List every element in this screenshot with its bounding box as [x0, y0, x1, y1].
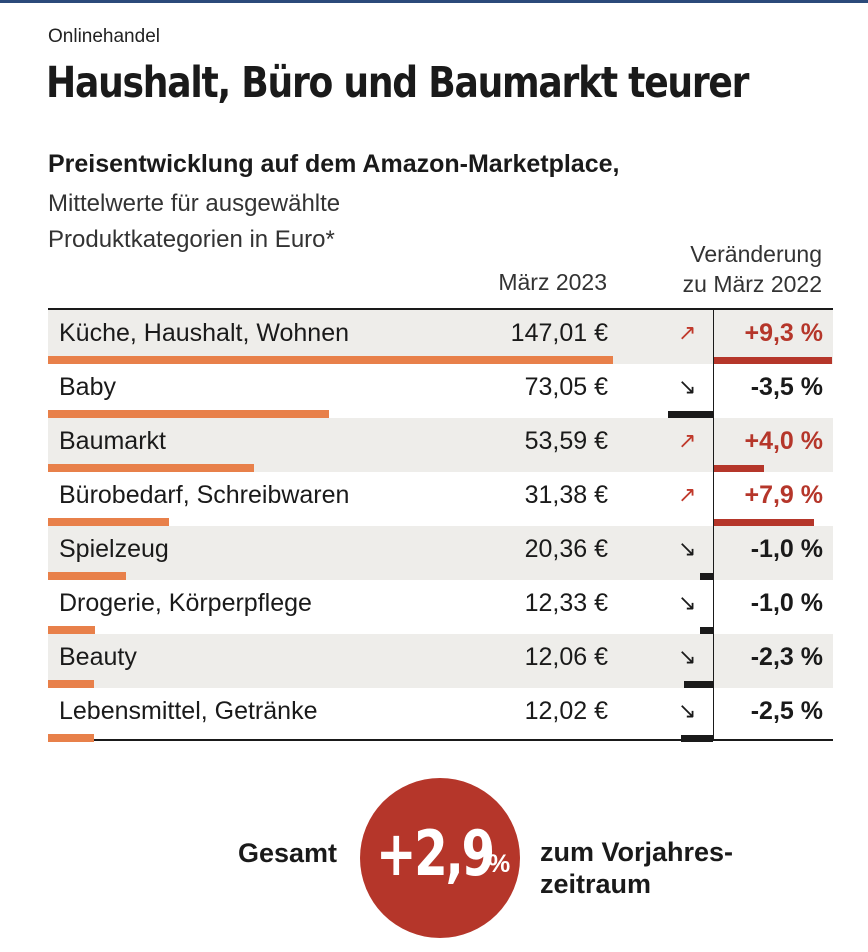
total-value: +2,9 [375, 817, 495, 890]
chart-description: Mittelwerte für ausgewählte Produktkateg… [48, 186, 340, 258]
description-line: Produktkategorien in Euro* [48, 226, 335, 253]
price-bar [48, 410, 329, 418]
price-value: 12,33 € [524, 589, 608, 617]
price-value: 12,06 € [524, 643, 608, 671]
arrow-down-icon: ↘ [678, 374, 697, 399]
total-description-line: zum Vorjahres- [540, 837, 734, 867]
column-header-price: März 2023 [498, 269, 607, 295]
price-value: 12,02 € [524, 697, 608, 725]
total-description: zum Vorjahres- zeitraum [540, 836, 733, 900]
arrow-down-icon: ↘ [678, 536, 697, 561]
change-bar [713, 519, 814, 526]
chart-title: Haushalt, Büro und Baumarkt teurer [46, 58, 749, 108]
arrow-up-icon: ↗ [678, 428, 697, 453]
price-bar [48, 680, 94, 688]
category-label: Baby [59, 373, 116, 401]
price-value: 73,05 € [524, 373, 608, 401]
total-description-line: zeitraum [540, 869, 652, 899]
total-circle: +2,9 % [360, 778, 520, 938]
category-label: Baumarkt [59, 427, 166, 455]
table-row: Küche, Haushalt, Wohnen 147,01 € ↗ +9,3 % [48, 310, 833, 364]
change-value: +9,3 % [744, 319, 823, 347]
change-bar [700, 627, 713, 634]
arrow-down-icon: ↘ [678, 698, 697, 723]
change-bar [700, 573, 713, 580]
chart-subtitle: Preisentwicklung auf dem Amazon-Marketpl… [48, 150, 620, 178]
table-top-rule [48, 308, 833, 310]
change-baseline [713, 310, 714, 739]
price-bar [48, 572, 126, 580]
kicker: Onlinehandel [48, 26, 160, 47]
total-label: Gesamt [238, 838, 338, 868]
price-value: 31,38 € [524, 481, 608, 509]
table-row: Spielzeug 20,36 € ↘ -1,0 % [48, 526, 833, 580]
table-row: Bürobedarf, Schreibwaren 31,38 € ↗ +7,9 % [48, 472, 833, 526]
change-bar [713, 465, 764, 472]
category-label: Küche, Haushalt, Wohnen [59, 319, 350, 347]
price-bar [48, 518, 169, 526]
column-header-change-line: Veränderung [690, 241, 822, 267]
arrow-down-icon: ↘ [678, 644, 697, 669]
change-value: +4,0 % [744, 427, 823, 455]
price-table: Küche, Haushalt, Wohnen 147,01 € ↗ +9,3 % Ba… [48, 308, 833, 742]
change-value: -1,0 % [750, 589, 823, 617]
change-value: -2,5 % [750, 697, 823, 725]
table-bottom-rule [48, 739, 833, 741]
category-label: Drogerie, Körperpflege [59, 589, 312, 617]
table-row: Baby 73,05 € ↘ -3,5 % [48, 364, 833, 418]
top-accent-line [0, 0, 868, 3]
change-bar [684, 681, 713, 688]
price-bar [48, 734, 94, 742]
price-value: 53,59 € [524, 427, 608, 455]
table-row: Drogerie, Körperpflege 12,33 € ↘ -1,0 % [48, 580, 833, 634]
column-header-change: Veränderung zu März 2022 [683, 239, 822, 299]
category-label: Bürobedarf, Schreibwaren [59, 481, 350, 509]
table-row: Baumarkt 53,59 € ↗ +4,0 % [48, 418, 833, 472]
category-label: Beauty [59, 643, 137, 671]
change-bar [681, 735, 713, 742]
arrow-down-icon: ↘ [678, 590, 697, 615]
change-value: -2,3 % [750, 643, 823, 671]
price-bar [48, 626, 95, 634]
column-header-change-line: zu März 2022 [682, 271, 822, 297]
category-label: Lebensmittel, Getränke [59, 697, 318, 725]
description-line: Mittelwerte für ausgewählte [48, 190, 341, 217]
change-value: +7,9 % [744, 481, 823, 509]
table-row: Lebensmittel, Getränke 12,02 € ↘ -2,5 % [48, 688, 833, 742]
change-value: -3,5 % [750, 373, 823, 401]
arrow-up-icon: ↗ [678, 320, 697, 345]
change-bar [713, 357, 832, 364]
price-bar [48, 356, 613, 364]
table-row: Beauty 12,06 € ↘ -2,3 % [48, 634, 833, 688]
total-unit: % [488, 850, 511, 878]
change-bar [668, 411, 713, 418]
arrow-up-icon: ↗ [678, 482, 697, 507]
price-value: 147,01 € [510, 319, 608, 347]
category-label: Spielzeug [59, 535, 169, 563]
change-value: -1,0 % [750, 535, 823, 563]
price-value: 20,36 € [524, 535, 608, 563]
price-bar [48, 464, 254, 472]
